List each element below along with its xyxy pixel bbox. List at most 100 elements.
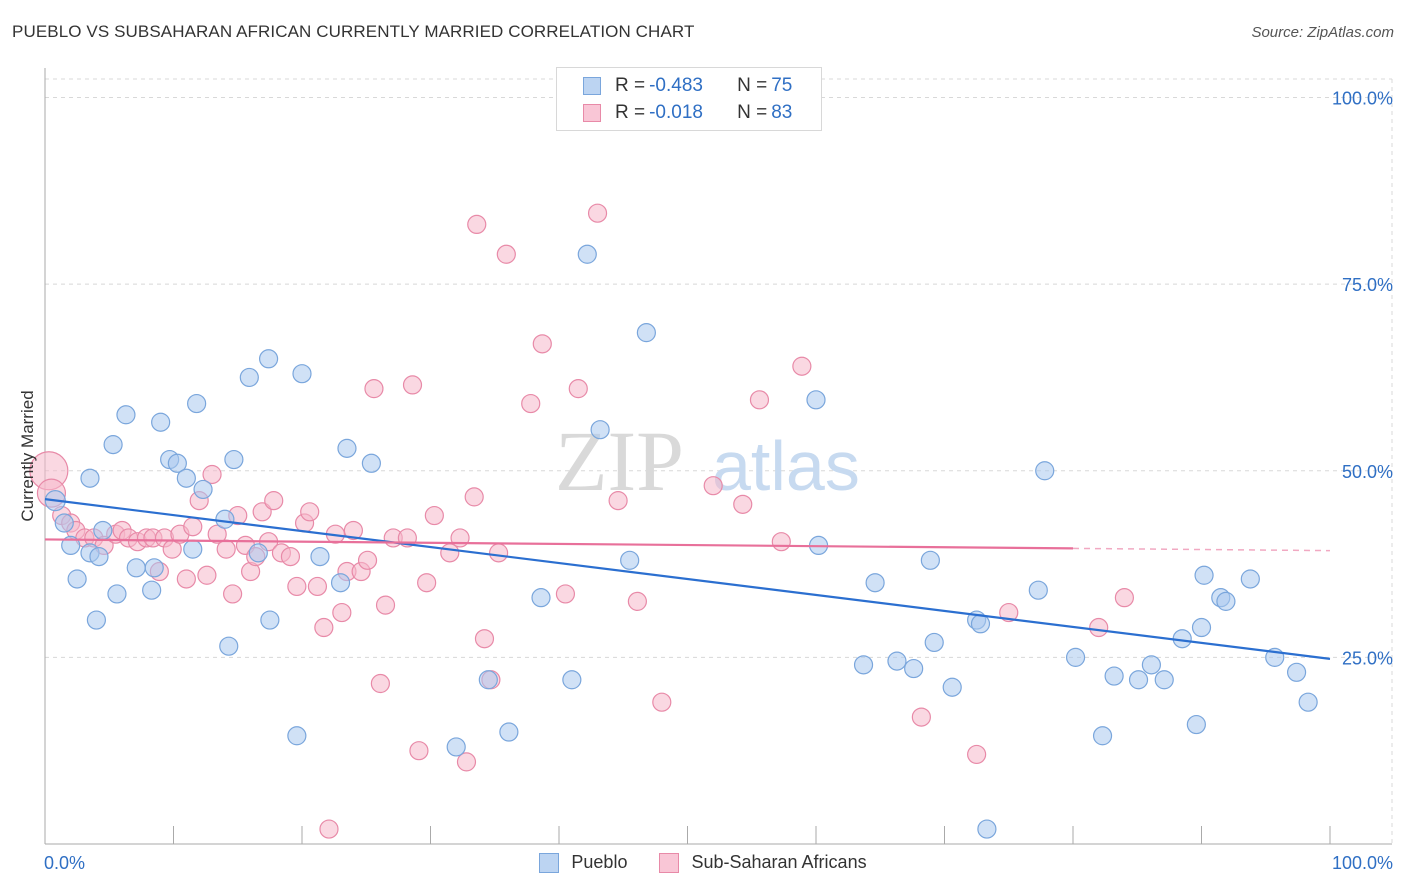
- pueblo-point: [287, 726, 307, 746]
- subsaharan-point: [307, 576, 328, 597]
- subsaharan-point: [176, 569, 196, 589]
- pueblo-point: [1298, 692, 1318, 712]
- subsaharan-point: [568, 379, 588, 399]
- legend-item-subsaharan: Sub-Saharan Africans: [659, 852, 867, 873]
- legend-label-subsaharan: Sub-Saharan Africans: [691, 852, 867, 872]
- pueblo-point: [1194, 565, 1214, 585]
- pueblo-point: [219, 636, 239, 656]
- trendline-subsaharan: [44, 538, 1074, 550]
- pueblo-point: [1240, 569, 1260, 589]
- pueblo-point: [562, 670, 582, 690]
- pueblo-point: [167, 453, 187, 473]
- pueblo-point: [924, 632, 944, 653]
- y-tick-label: 75.0%: [1342, 275, 1393, 295]
- subsaharan-point: [521, 393, 541, 414]
- subsaharan-point: [652, 692, 672, 712]
- pueblo-point: [103, 435, 123, 455]
- pueblo-point: [292, 364, 312, 384]
- pueblo-point: [187, 393, 207, 414]
- pueblo-point: [144, 558, 164, 578]
- pueblo-point: [446, 737, 466, 757]
- legend-n-value: 83: [771, 102, 793, 123]
- pueblo-point: [193, 479, 213, 500]
- subsaharan-point: [608, 491, 628, 511]
- pueblo-point: [970, 614, 991, 634]
- subsaharan-point: [223, 584, 243, 604]
- pueblo-point: [620, 550, 640, 570]
- watermark-atlas: atlas: [712, 427, 860, 505]
- legend-swatch-pink: [659, 852, 680, 873]
- pueblo-point: [977, 819, 997, 839]
- pueblo-point: [126, 558, 146, 578]
- pueblo-point: [54, 513, 74, 533]
- pueblo-point: [224, 449, 244, 470]
- trendline-pueblo: [44, 498, 1331, 660]
- legend-row-subsaharan: R = -0.018 N = 83: [583, 100, 792, 126]
- subsaharan-point: [555, 584, 576, 604]
- pueblo-point: [151, 412, 171, 432]
- pueblo-point: [361, 453, 381, 473]
- pueblo-point: [107, 584, 127, 604]
- subsaharan-point: [627, 591, 647, 611]
- pueblo-point: [920, 550, 940, 570]
- trendline-subsaharan-extension: [1072, 547, 1331, 552]
- legend-r-label: R =: [615, 75, 646, 96]
- subsaharan-point: [280, 546, 301, 567]
- subsaharan-point: [496, 244, 516, 264]
- pueblo-point: [310, 546, 330, 567]
- pueblo-point: [1186, 714, 1206, 735]
- subsaharan-point: [771, 532, 791, 552]
- legend-swatch-blue: [583, 77, 601, 95]
- y-tick-label: 25.0%: [1342, 648, 1393, 668]
- subsaharan-point: [197, 565, 217, 585]
- legend-swatch-blue: [539, 852, 560, 873]
- legend-r-value: -0.018: [649, 102, 703, 123]
- subsaharan-point: [424, 505, 444, 526]
- subsaharan-point: [314, 617, 334, 638]
- legend-n-label: N =: [737, 102, 768, 123]
- subsaharan-point: [364, 379, 384, 399]
- pueblo-point: [577, 244, 597, 264]
- subsaharan-point: [216, 539, 236, 559]
- subsaharan-point: [474, 629, 495, 649]
- subsaharan-point: [999, 602, 1019, 623]
- subsaharan-point: [402, 375, 423, 395]
- pueblo-point: [239, 367, 259, 388]
- pueblo-point: [176, 468, 196, 488]
- subsaharan-point: [450, 528, 470, 548]
- pueblo-point: [865, 573, 885, 593]
- pueblo-point: [1128, 670, 1149, 690]
- subsaharan-point: [319, 819, 339, 839]
- subsaharan-point: [456, 752, 477, 772]
- pueblo-point: [499, 722, 519, 742]
- pueblo-point: [904, 658, 924, 679]
- pueblo-point: [531, 588, 551, 608]
- legend-row-pueblo: R = -0.483 N = 75: [583, 73, 792, 99]
- pueblo-point: [590, 420, 610, 440]
- subsaharan-point: [202, 464, 222, 485]
- subsaharan-point: [332, 602, 352, 623]
- subsaharan-point: [343, 520, 363, 541]
- subsaharan-point: [489, 543, 509, 563]
- subsaharan-point: [409, 741, 429, 761]
- pueblo-point: [1104, 666, 1124, 686]
- subsaharan-point: [1114, 588, 1135, 608]
- pueblo-point: [806, 390, 826, 410]
- subsaharan-point: [370, 673, 390, 694]
- pueblo-point: [61, 535, 81, 556]
- pueblo-point: [1092, 726, 1113, 746]
- subsaharan-point: [287, 576, 307, 597]
- subsaharan-point: [464, 487, 484, 507]
- y-tick-labels: 25.0% 50.0% 75.0% 100.0%: [1332, 89, 1393, 669]
- subsaharan-point: [264, 491, 284, 511]
- pueblo-point: [1028, 580, 1048, 600]
- pueblo-point: [1141, 655, 1161, 675]
- pueblo-point: [1065, 647, 1086, 667]
- subsaharan-point: [587, 203, 608, 223]
- pueblo-point: [942, 677, 962, 697]
- pueblo-point: [478, 670, 498, 690]
- pueblo-point: [258, 349, 279, 369]
- subsaharan-point: [911, 707, 931, 727]
- subsaharan-point: [417, 573, 437, 593]
- legend-swatch-pink: [583, 104, 601, 122]
